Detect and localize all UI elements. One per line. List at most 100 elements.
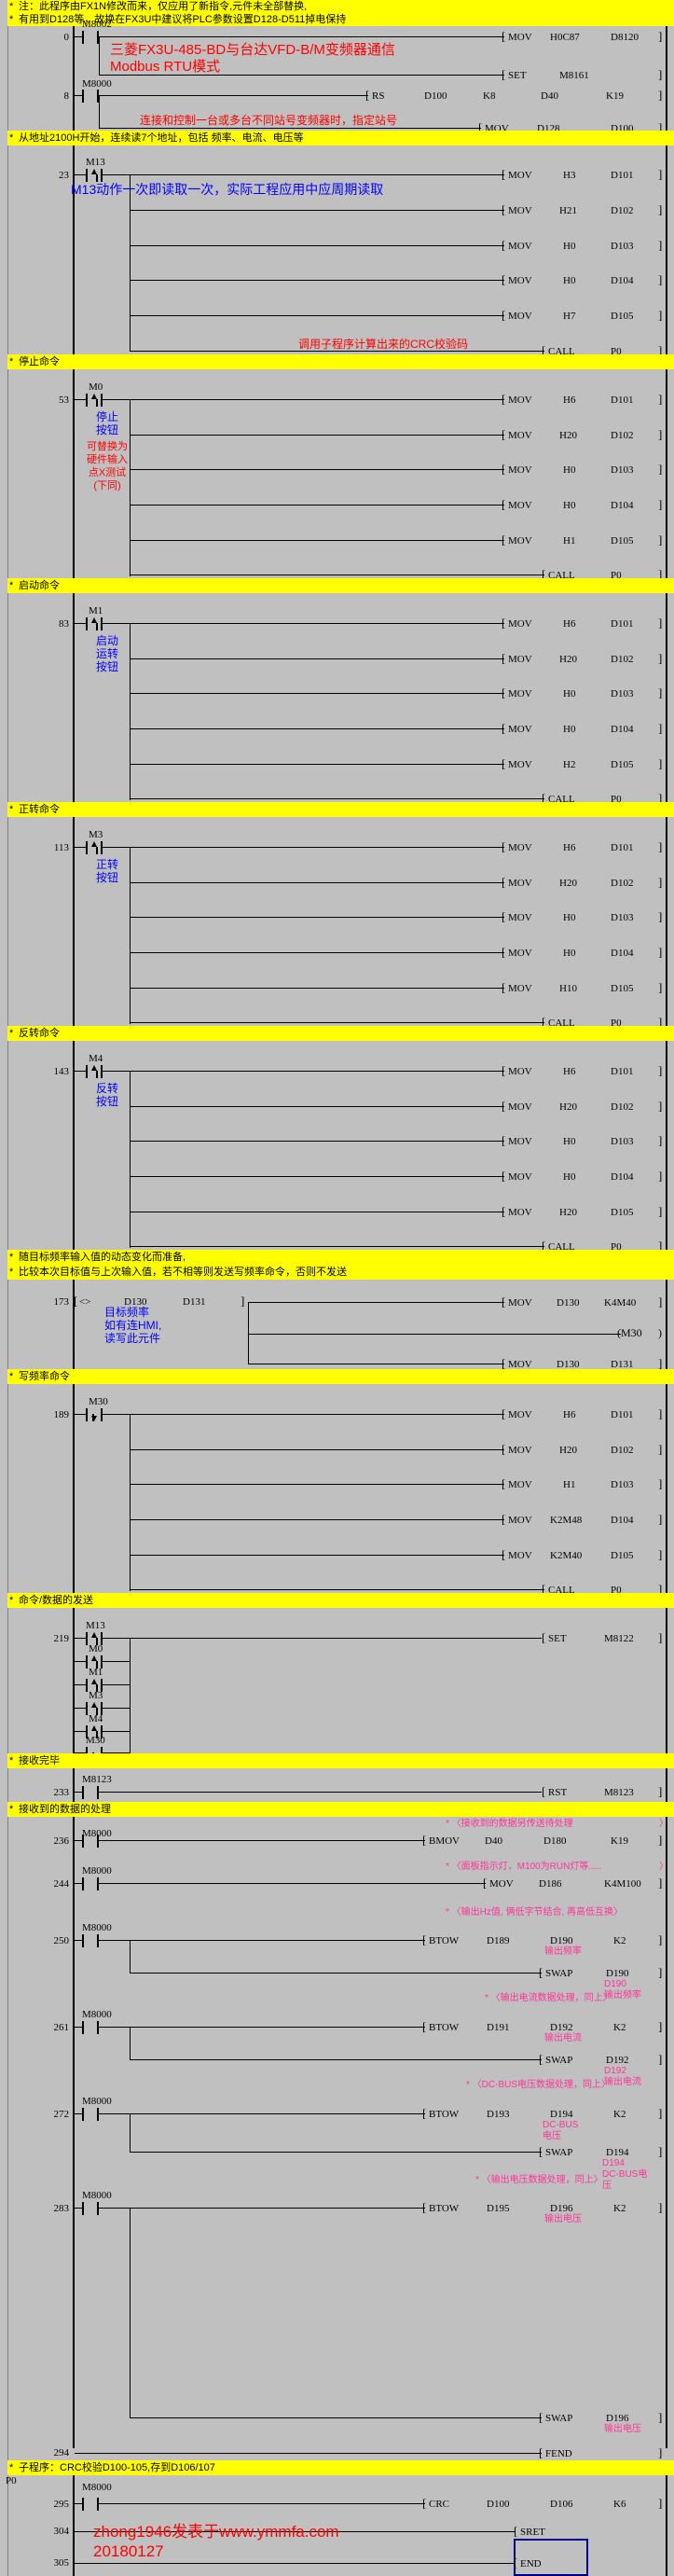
operand: H7 <box>563 311 576 322</box>
rung-wire <box>75 95 82 96</box>
rung-wire <box>75 623 86 624</box>
rung-wire <box>130 798 544 799</box>
comment-star-icon: * <box>9 1267 14 1278</box>
comment-start-cmd: * 启动命令 <box>7 578 674 593</box>
contact-pulse-rising[interactable] <box>86 1725 103 1738</box>
bracket-open: [ <box>502 427 506 441</box>
rung-wire <box>75 399 86 400</box>
bracket-close: ] <box>658 2445 663 2459</box>
step-number: 250 <box>53 1935 70 1946</box>
contact-no[interactable] <box>82 2021 99 2034</box>
operand: H0C87 <box>550 32 580 43</box>
rung-wire <box>130 1246 544 1247</box>
contact-pulse-rising[interactable] <box>86 1632 103 1645</box>
bracket-open: [ <box>502 1204 506 1218</box>
instruction-name: MOV <box>508 395 532 406</box>
power-rail <box>666 1608 667 1753</box>
contact-pulse-rising[interactable] <box>86 1679 103 1692</box>
comment-text: 命令/数据的发送 <box>19 1595 94 1606</box>
contact-no[interactable] <box>82 2108 99 2121</box>
bracket-close: ] <box>658 1204 663 1218</box>
bracket-close: ] <box>658 29 663 43</box>
bracket-close: ] <box>658 2144 663 2158</box>
bracket-close: ] <box>658 2019 663 2033</box>
rung-wire <box>130 280 504 281</box>
bracket-open: [ <box>422 2106 427 2120</box>
bracket-open: [ <box>502 1356 506 1370</box>
step-number: 294 <box>53 2447 70 2458</box>
instruction-name: SRET <box>520 2527 545 2538</box>
power-rail <box>666 1850 667 1897</box>
contact-no[interactable] <box>82 2202 99 2215</box>
recv-pass-close: 〉 <box>659 1819 668 1829</box>
operand: H0 <box>563 1136 576 1147</box>
bracket-open: [ <box>502 497 506 511</box>
operand: D105 <box>611 759 634 770</box>
operand: D195 <box>487 2203 510 2214</box>
contact-no[interactable] <box>82 31 99 44</box>
branch-wire <box>130 1638 131 1753</box>
bracket-open: [ <box>542 1582 546 1596</box>
power-rail <box>666 2156 667 2250</box>
contact-no[interactable] <box>82 90 99 103</box>
contact-pulse-rising[interactable] <box>86 617 103 630</box>
bracket-open: [ <box>542 1630 546 1644</box>
bracket-open: [ <box>502 651 506 665</box>
instruction-name: BTOW <box>429 2203 460 2214</box>
contact-pulse-falling[interactable] <box>86 1408 103 1421</box>
contact-pulse-rising[interactable] <box>86 1702 103 1715</box>
contact-no[interactable] <box>82 1934 99 1947</box>
instruction-name: END <box>520 2558 542 2569</box>
stop-button-note: 停止 按钮 <box>95 410 118 436</box>
rung-wire <box>99 75 504 76</box>
power-rail <box>666 593 667 802</box>
comment-star-icon: * <box>9 1252 14 1263</box>
power-rail <box>73 145 75 354</box>
out-cur-label: 输出电流 <box>544 2033 582 2043</box>
contact-pulse-rising[interactable] <box>86 1655 103 1669</box>
contact-no[interactable] <box>82 1877 99 1890</box>
power-rail <box>666 1384 667 1593</box>
bracket-close: ] <box>658 238 663 252</box>
contact-no[interactable] <box>82 1835 99 1848</box>
comment-star-icon: * <box>9 1755 14 1766</box>
comment-text: 写频率命令 <box>19 1371 70 1382</box>
contact-pulse-rising[interactable] <box>86 394 103 407</box>
comment-star-icon: * <box>9 2462 14 2473</box>
operand: D102 <box>611 205 634 216</box>
instruction-name: MOV <box>508 1359 532 1370</box>
power-rail <box>73 26 75 88</box>
rung-wire <box>130 1176 504 1177</box>
bracket-close: ] <box>658 2052 663 2066</box>
branch-wire <box>130 2208 131 2250</box>
rung-wire <box>130 1519 504 1520</box>
instruction-name: MOV <box>508 1445 532 1456</box>
operand: M8122 <box>604 1633 634 1644</box>
rung-wire <box>130 1484 504 1485</box>
contact-no[interactable] <box>82 2498 99 2511</box>
contact-no[interactable] <box>82 1786 99 1799</box>
operand: D105 <box>611 535 634 547</box>
coil-output[interactable]: (M30 <box>617 1326 642 1339</box>
bracket-close: ] <box>658 167 663 181</box>
operand: M8123 <box>604 1787 634 1798</box>
bracket-open: [ <box>539 2052 543 2066</box>
branch-wire <box>130 847 131 1024</box>
rung-wire <box>248 1302 504 1303</box>
contact-label: M3 <box>89 829 103 840</box>
bracket-open: [ <box>502 272 506 286</box>
comment-text: 停止命令 <box>19 356 60 367</box>
title-overlay-line2: Modbus RTU模式 <box>110 59 221 75</box>
rung-wire <box>99 1792 542 1793</box>
rung-wire <box>130 315 504 316</box>
contact-pulse-rising[interactable] <box>86 169 103 182</box>
contact-pulse-rising[interactable] <box>86 841 103 854</box>
bracket-close: ] <box>658 392 663 406</box>
step-number: 305 <box>53 2557 70 2569</box>
contact-pulse-rising[interactable] <box>86 1065 103 1078</box>
instruction-name: SET <box>548 1633 567 1644</box>
rung-wire <box>75 1940 82 1941</box>
instruction-name: MOV <box>508 878 532 889</box>
rung-wire <box>75 2027 82 2028</box>
